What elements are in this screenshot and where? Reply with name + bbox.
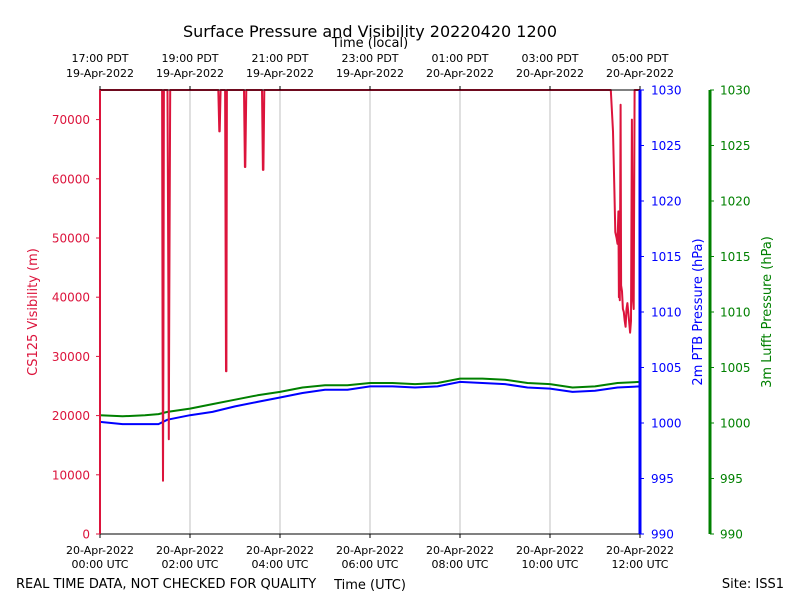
y-tick-label-lufft: 990 bbox=[720, 528, 743, 542]
x-tick-label: 10:00 UTC bbox=[521, 558, 578, 571]
chart-title: Surface Pressure and Visibility 20220420… bbox=[183, 22, 557, 41]
y-tick-label-visibility: 40000 bbox=[52, 291, 90, 305]
y-tick-label-lufft: 1015 bbox=[720, 250, 751, 264]
x-top-tick-label: 19-Apr-2022 bbox=[66, 67, 134, 80]
y-tick-label-lufft: 1030 bbox=[720, 84, 751, 98]
x-tick-label: 04:00 UTC bbox=[251, 558, 308, 571]
series-cs125-visibility-line bbox=[99, 89, 641, 534]
x-tick-label: 20-Apr-2022 bbox=[426, 544, 494, 557]
x-top-tick-label: 19-Apr-2022 bbox=[336, 67, 404, 80]
x-tick-label: 20-Apr-2022 bbox=[516, 544, 584, 557]
x-top-tick-label: 03:00 PDT bbox=[521, 52, 578, 65]
y-tick-label-visibility: 0 bbox=[82, 528, 90, 542]
y-axis-visibility-label: CS125 Visibility (m) bbox=[26, 248, 41, 376]
y-tick-label-lufft: 1020 bbox=[720, 195, 751, 209]
series-3m-lufft-pressure-line bbox=[99, 377, 641, 418]
x-top-tick-label: 05:00 PDT bbox=[611, 52, 668, 65]
y-tick-label-ptb: 1025 bbox=[651, 139, 682, 153]
y-tick-label-lufft: 1000 bbox=[720, 417, 751, 431]
series-2m-ptb-pressure-line bbox=[99, 380, 641, 426]
y-axis-lufft-label: 3m Lufft Pressure (hPa) bbox=[760, 236, 775, 388]
top-axis-label: Time (local) bbox=[331, 36, 408, 51]
y-tick-label-visibility: 20000 bbox=[52, 409, 90, 423]
y-tick-label-visibility: 50000 bbox=[52, 232, 90, 246]
y-tick-label-ptb: 1030 bbox=[651, 84, 682, 98]
y-tick-label-visibility: 30000 bbox=[52, 350, 90, 364]
x-tick-label: 12:00 UTC bbox=[611, 558, 668, 571]
footer-site: Site: ISS1 bbox=[722, 577, 784, 592]
y-tick-label-lufft: 1025 bbox=[720, 139, 751, 153]
x-top-tick-label: 20-Apr-2022 bbox=[606, 67, 674, 80]
y-tick-label-ptb: 1020 bbox=[651, 195, 682, 209]
x-tick-label: 00:00 UTC bbox=[71, 558, 128, 571]
x-axis-local: 17:00 PDT 19-Apr-2022 19:00 PDT 19-Apr-2022… bbox=[66, 52, 674, 90]
y-tick-label-ptb: 1010 bbox=[651, 306, 682, 320]
y-tick-label-lufft: 1010 bbox=[720, 306, 751, 320]
x-top-tick-label: 19-Apr-2022 bbox=[156, 67, 224, 80]
y-tick-label-ptb: 995 bbox=[651, 472, 674, 486]
footer-quality-note: REAL TIME DATA, NOT CHECKED FOR QUALITY bbox=[16, 577, 316, 592]
x-top-tick-label: 20-Apr-2022 bbox=[426, 67, 494, 80]
x-tick-label: 06:00 UTC bbox=[341, 558, 398, 571]
y-tick-label-ptb: 990 bbox=[651, 528, 674, 542]
y-axis-visibility: 0 10000 20000 30000 40000 50000 60000 70000 bbox=[52, 90, 101, 542]
y-tick-label-visibility: 60000 bbox=[52, 172, 90, 186]
series-layer bbox=[99, 89, 641, 534]
x-tick-label: 20-Apr-2022 bbox=[606, 544, 674, 557]
x-tick-label: 20-Apr-2022 bbox=[246, 544, 314, 557]
x-top-tick-label: 19:00 PDT bbox=[161, 52, 218, 65]
y-axis-ptb: 990 995 1000 1005 1010 1015 1020 1025 1030 bbox=[638, 84, 682, 542]
x-top-tick-label: 19-Apr-2022 bbox=[246, 67, 314, 80]
y-axis-lufft: 990 995 1000 1005 1010 1015 1020 1025 1030 bbox=[708, 84, 751, 542]
x-top-tick-label: 17:00 PDT bbox=[71, 52, 128, 65]
y-tick-label-lufft: 995 bbox=[720, 472, 743, 486]
y-tick-label-lufft: 1005 bbox=[720, 361, 751, 375]
y-tick-label-ptb: 1005 bbox=[651, 361, 682, 375]
x-top-tick-label: 20-Apr-2022 bbox=[516, 67, 584, 80]
x-top-tick-label: 01:00 PDT bbox=[431, 52, 488, 65]
x-top-tick-label: 21:00 PDT bbox=[251, 52, 308, 65]
gridlines bbox=[189, 90, 551, 534]
x-tick-label: 20-Apr-2022 bbox=[66, 544, 134, 557]
y-tick-label-ptb: 1000 bbox=[651, 417, 682, 431]
y-tick-label-visibility: 70000 bbox=[52, 113, 90, 127]
y-tick-label-visibility: 10000 bbox=[52, 468, 90, 482]
x-tick-label: 08:00 UTC bbox=[431, 558, 488, 571]
x-axis-label: Time (UTC) bbox=[333, 578, 406, 593]
x-tick-label: 20-Apr-2022 bbox=[156, 544, 224, 557]
y-axis-ptb-label: 2m PTB Pressure (hPa) bbox=[691, 238, 706, 385]
x-tick-label: 20-Apr-2022 bbox=[336, 544, 404, 557]
x-top-tick-label: 23:00 PDT bbox=[341, 52, 398, 65]
x-tick-label: 02:00 UTC bbox=[161, 558, 218, 571]
y-tick-label-ptb: 1015 bbox=[651, 250, 682, 264]
